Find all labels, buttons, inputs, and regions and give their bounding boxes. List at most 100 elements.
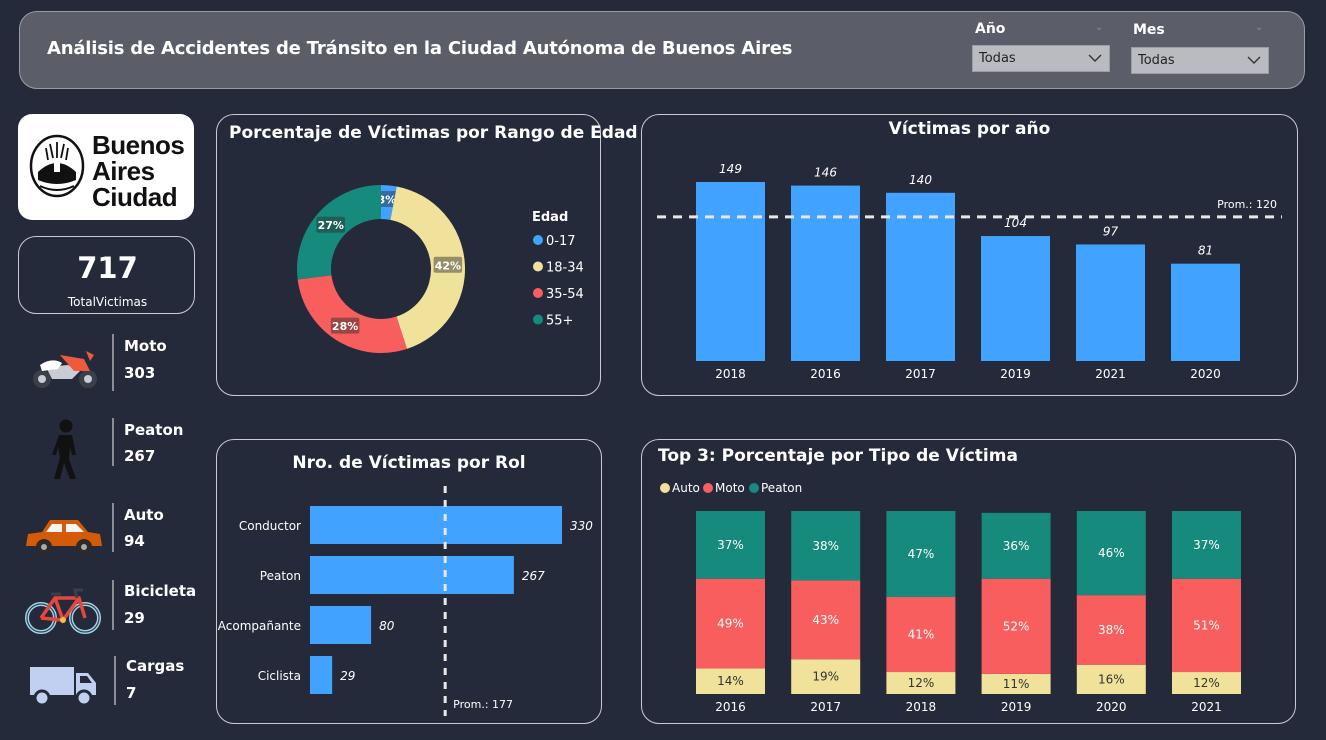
stack-segment-Moto-2020[interactable] [1076,595,1146,665]
chevron-down-icon [1247,56,1261,64]
year-bar-value: 140 [909,173,932,187]
total-victims-label: TotalVictimas [67,295,148,309]
stack-segment-Moto-2018[interactable] [886,597,956,673]
stack-segment-label: 16% [1098,672,1125,686]
stack-segment-Auto-2019[interactable] [981,673,1051,694]
role-chart-title: Nro. de Víctimas por Rol [292,453,526,473]
stack-segment-label: 41% [908,628,935,642]
year-filter-dropdown[interactable]: Todas [972,45,1110,72]
year-bar-2020[interactable] [1171,263,1240,361]
legend-entry-Auto[interactable]: Auto [672,481,700,495]
role-bar-value: 267 [522,569,545,583]
year-chart-title: Víctimas por año [888,119,1051,139]
stack-segment-label: 36% [1003,539,1030,553]
cargas-label: Cargas [126,657,185,675]
legend-entry-Moto[interactable]: Moto [715,481,745,495]
stack-segment-label: 46% [1098,546,1125,560]
legend-entry-55+[interactable]: 55+ [546,314,573,329]
auto-value: 94 [124,532,145,550]
donut-slice-35-54[interactable] [297,275,407,353]
stack-segment-Moto-2017[interactable] [791,580,861,660]
pedestrian-icon [52,419,76,479]
role-bar-Peaton[interactable] [310,556,514,594]
stack-segment-label: 37% [1193,538,1220,552]
moto-value: 303 [124,364,156,382]
victims-by-year-chart: 149 2018 146 2016 140 2017 104 2019 97 2021 81 2020… [657,162,1282,381]
role-bar-Acompañante[interactable] [310,606,372,644]
month-filter-dropdown[interactable]: Todas [1131,47,1269,74]
stack-segment-Auto-2021[interactable] [1172,672,1241,694]
stack-segment-Auto-2016[interactable] [696,668,765,694]
year-filter-label: Año [975,21,1006,37]
donut-label-bg [316,216,345,233]
donut-data-label: 42% [435,259,461,272]
victims-by-role-chart: 330 Conductor 267 Peaton 80 Acompañante 29 Cicl… [218,486,593,716]
stack-segment-Moto-2019[interactable] [981,578,1051,674]
role-bar-Ciclista[interactable] [310,656,333,694]
victim-type-stacked-chart: Auto Moto Peaton 14% 49% 37% 2016 19% 43% 38% 2017… [660,481,1241,714]
year-bar-2017[interactable] [886,192,955,361]
stack-segment-Auto-2018[interactable] [886,672,956,694]
stack-segment-Peaton-2019[interactable] [981,512,1051,579]
month-filter-collapse-icon[interactable]: ⌄ [1255,22,1264,33]
year-bar-value: 81 [1198,244,1213,258]
legend-marker-Moto [703,483,713,493]
stack-tick-label: 2020 [1096,700,1127,714]
stack-segment-label: 14% [717,674,744,688]
bicicleta-label: Bicicleta [124,582,197,600]
year-bar-2016[interactable] [791,185,860,361]
stack-segment-Peaton-2017[interactable] [791,511,861,581]
donut-slice-18-34[interactable] [390,186,466,349]
total-victims-card: 717 TotalVictimas [18,236,195,314]
logo-text: Buenos Aires Ciudad [92,130,185,212]
month-filter-label: Mes [1133,22,1165,38]
year-bar-2018[interactable] [696,182,765,361]
victim-type-card: Top 3: Porcentaje por Tipo de Víctima Au… [641,439,1296,724]
donut-label-bg [330,317,360,334]
legend-marker-18-34 [533,261,543,272]
victims-by-role-card: Nro. de Víctimas por Rol 330 Conductor 267… [216,439,602,724]
stack-segment-Peaton-2020[interactable] [1076,511,1146,596]
legend-marker-35-54 [533,288,543,298]
donut-slice-0-17[interactable] [381,185,397,220]
age-donut-chart: 3% 42% 28% 27% Edad 0-17 18-34 35-54 55+ [297,185,584,353]
stack-segment-Peaton-2021[interactable] [1172,511,1241,579]
donut-data-label: 28% [332,320,358,333]
stack-segment-Auto-2020[interactable] [1076,664,1146,694]
victims-by-year-card: Víctimas por año 149 2018 146 2016 140 2017 10… [641,114,1298,396]
legend-marker-55+ [533,314,543,325]
legend-entry-Peaton[interactable]: Peaton [761,481,802,495]
truck-icon [30,667,96,707]
year-bar-2021[interactable] [1076,244,1145,361]
stack-tick-label: 2019 [1001,700,1032,714]
stack-segment-Peaton-2018[interactable] [886,511,956,598]
dashboard-title: Análisis de Accidentes de Tránsito en la… [47,38,793,59]
chevron-down-icon [1088,54,1102,62]
stack-tick-label: 2017 [810,700,841,714]
role-bar-value: 80 [379,619,395,633]
stack-segment-label: 12% [1193,676,1220,690]
motorcycle-icon [33,351,97,388]
peaton-label: Peaton [124,421,184,439]
role-bar-Conductor[interactable] [310,506,562,544]
stack-segment-label: 52% [1003,619,1030,633]
year-filter-collapse-icon[interactable]: ⌄ [1095,22,1104,33]
year-tick-label: 2020 [1190,367,1221,381]
stack-segment-Peaton-2016[interactable] [696,511,765,579]
legend-entry-0-17[interactable]: 0-17 [546,234,576,249]
stack-segment-Moto-2021[interactable] [1172,578,1241,673]
legend-entry-18-34[interactable]: 18-34 [546,261,584,276]
stack-tick-label: 2021 [1191,700,1222,714]
stack-segment-label: 43% [812,613,839,627]
donut-label-bg [433,256,463,273]
month-filter-value: Todas [1138,53,1175,68]
role-tick-label: Peaton [260,569,301,583]
donut-slice-55+[interactable] [297,185,381,280]
buenos-aires-logo: Buenos Aires Ciudad [18,114,194,220]
stack-segment-Auto-2017[interactable] [791,659,861,694]
role-tick-label: Ciclista [258,669,301,683]
legend-entry-35-54[interactable]: 35-54 [546,287,584,302]
year-tick-label: 2016 [810,367,841,381]
year-bar-2019[interactable] [981,236,1050,361]
stack-segment-Moto-2016[interactable] [696,578,765,669]
